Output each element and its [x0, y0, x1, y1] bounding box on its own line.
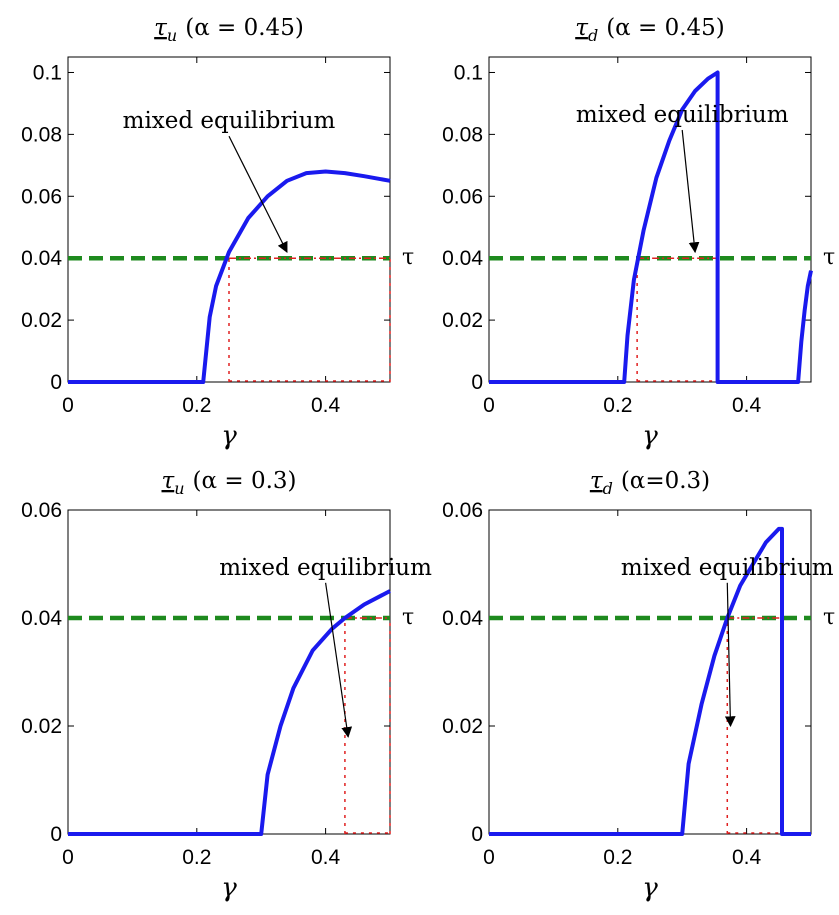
annotation-label: mixed equilibrium — [576, 102, 789, 128]
y-tick-label: 0 — [471, 371, 483, 394]
x-tick-label: 0 — [62, 846, 74, 869]
annotation-label: mixed equilibrium — [219, 555, 432, 581]
annotation-arrow — [325, 582, 353, 738]
title-symbol: τ — [162, 468, 176, 494]
title-subscript: d — [603, 479, 613, 498]
x-tick-label: 0.4 — [732, 394, 762, 417]
x-axis-label: γ — [642, 421, 658, 451]
series-line — [68, 589, 391, 836]
title-symbol: τ — [590, 468, 604, 494]
x-tick-label: 0.2 — [603, 394, 632, 417]
x-tick-label: 0 — [483, 394, 495, 417]
series-line — [489, 70, 813, 384]
x-tick-label: 0.2 — [182, 846, 211, 869]
y-tick-label: 0.08 — [21, 123, 62, 146]
x-tick-label: 0 — [483, 846, 495, 869]
threshold-label: τ — [823, 245, 835, 270]
threshold-label: τ — [402, 245, 414, 270]
chart-title: τd (α = 0.45) — [575, 15, 725, 45]
title-params: (α = 0.3) — [193, 468, 297, 494]
chart-title: τu (α = 0.3) — [162, 468, 297, 498]
y-tick-label: 0.06 — [442, 499, 483, 522]
y-tick-label: 0.04 — [442, 607, 483, 630]
y-tick-label: 0.1 — [33, 61, 62, 84]
y-tick-label: 0 — [471, 823, 483, 846]
title-params: (α = 0.45) — [606, 15, 725, 41]
x-tick-label: 0.4 — [311, 846, 341, 869]
y-tick-label: 0.02 — [442, 309, 483, 332]
annotation-arrow — [724, 582, 736, 728]
threshold-label: τ — [402, 605, 414, 630]
title-symbol: τ — [575, 15, 589, 41]
annotation-arrow — [228, 135, 288, 253]
y-tick-label: 0.06 — [21, 499, 62, 522]
y-tick-label: 0.04 — [21, 607, 62, 630]
x-axis-label: γ — [642, 873, 658, 903]
title-symbol: τ — [154, 15, 168, 41]
axes-box — [488, 56, 812, 383]
title-params: (α=0.3) — [621, 468, 710, 494]
title-params: (α = 0.45) — [185, 15, 304, 41]
annotation-arrow — [681, 129, 700, 254]
y-tick-label: 0.02 — [442, 715, 483, 738]
y-tick-label: 0.06 — [21, 185, 62, 208]
series-line — [68, 169, 391, 384]
x-tick-label: 0.2 — [182, 394, 211, 417]
y-tick-label: 0.04 — [21, 247, 62, 270]
x-tick-label: 0.4 — [732, 846, 762, 869]
y-tick-label: 0 — [50, 823, 62, 846]
y-tick-label: 0.1 — [454, 61, 483, 84]
x-tick-label: 0 — [62, 394, 74, 417]
y-tick-label: 0.04 — [442, 247, 483, 270]
y-tick-label: 0.08 — [442, 123, 483, 146]
threshold-label: τ — [823, 605, 835, 630]
y-tick-label: 0.06 — [442, 185, 483, 208]
title-subscript: u — [174, 479, 184, 498]
y-tick-label: 0 — [50, 371, 62, 394]
y-tick-label: 0.02 — [21, 309, 62, 332]
title-subscript: u — [167, 26, 177, 45]
annotation-label: mixed equilibrium — [621, 555, 834, 581]
x-axis-label: γ — [221, 421, 237, 451]
series-line — [489, 526, 811, 836]
x-tick-label: 0.4 — [311, 394, 341, 417]
chart-title: τu (α = 0.45) — [154, 15, 304, 45]
y-tick-label: 0.02 — [21, 715, 62, 738]
x-axis-label: γ — [221, 873, 237, 903]
annotation-label: mixed equilibrium — [123, 108, 336, 134]
chart-title: τd (α=0.3) — [590, 468, 710, 498]
x-tick-label: 0.2 — [603, 846, 632, 869]
title-subscript: d — [588, 26, 598, 45]
